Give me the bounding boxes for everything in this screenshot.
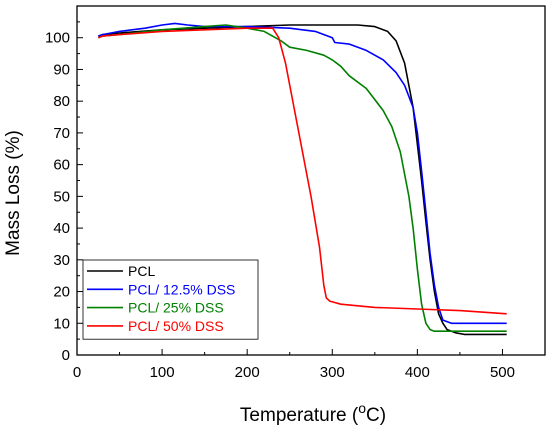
x-tick-label: 300 (320, 364, 345, 381)
y-axis-title: Mass Loss (%) (3, 130, 24, 256)
legend-label-4: PCL/ 50% DSS (128, 318, 224, 334)
y-tick-label: 60 (53, 157, 70, 174)
x-tick-label: 400 (405, 364, 430, 381)
y-tick-label: 90 (53, 61, 70, 78)
y-tick-label: 20 (53, 284, 70, 301)
y-tick-label: 80 (53, 93, 70, 110)
x-axis-title: Temperature (oC) (240, 400, 386, 426)
y-tick-label: 0 (62, 347, 70, 364)
legend-label-1: PCL (128, 263, 155, 279)
y-tick-label: 10 (53, 315, 70, 332)
x-tick-label: 0 (73, 364, 81, 381)
series-line-4 (98, 27, 507, 315)
x-axis: 0 100 200 300 400 500 (73, 349, 515, 381)
x-tick-label: 200 (235, 364, 260, 381)
y-axis: 0 10 20 30 40 50 60 70 80 90 100 (45, 21, 83, 364)
x-tick-label: 100 (150, 364, 175, 381)
x-tick-label: 500 (490, 364, 515, 381)
y-tick-label: 100 (45, 30, 70, 47)
y-tick-label: 30 (53, 252, 70, 269)
legend-label-3: PCL/ 25% DSS (128, 300, 224, 316)
y-tick-label: 50 (53, 188, 70, 205)
series-line-3 (98, 24, 507, 333)
legend-label-2: PCL/ 12.5% DSS (128, 281, 235, 297)
y-tick-label: 40 (53, 220, 70, 237)
y-tick-label: 70 (53, 125, 70, 142)
series-line-1 (98, 24, 507, 336)
legend: PCL PCL/ 12.5% DSS PCL/ 25% DSS PCL/ 50% DS… (82, 259, 259, 340)
series-layer (98, 22, 507, 336)
